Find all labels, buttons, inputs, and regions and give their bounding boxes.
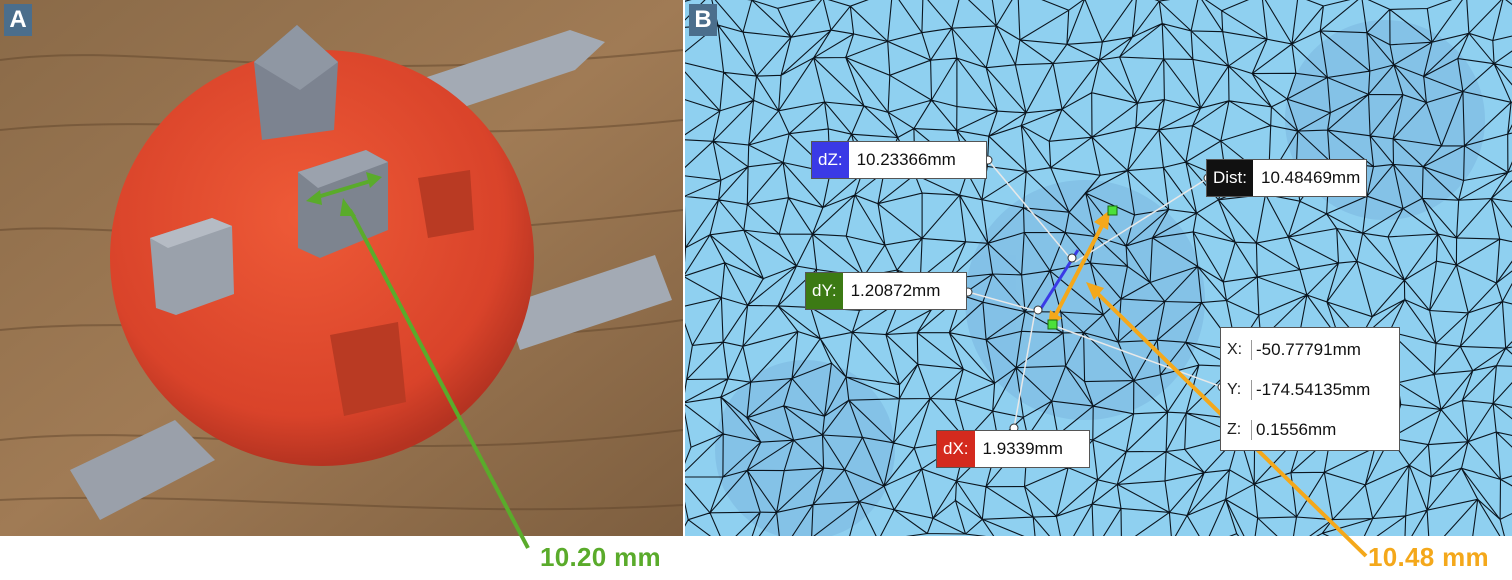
coord-x-value: -50.77791mm	[1251, 340, 1361, 360]
coord-y-key: Y:	[1227, 381, 1242, 398]
dist-value: 10.48469mm	[1261, 168, 1361, 187]
printed-part-photo	[0, 0, 683, 536]
panel-label-a: A	[4, 4, 32, 36]
dist-readout: Dist: 10.48469mm	[1206, 159, 1367, 197]
mesh-view-panel: B	[685, 0, 1512, 536]
coord-x-row: X: -50.77791mm	[1221, 330, 1399, 370]
dist-tag: Dist:	[1207, 160, 1253, 196]
coord-z-row: Z: 0.1556mm	[1221, 410, 1399, 450]
measurement-callout-mesh: 10.48 mm	[1368, 542, 1489, 572]
dz-tag: dZ:	[812, 142, 849, 178]
dy-value: 1.20872mm	[850, 281, 941, 300]
coord-y-row: Y: -174.54135mm	[1221, 370, 1399, 410]
triangle-mesh-view	[685, 0, 1512, 536]
coord-z-value: 0.1556mm	[1251, 420, 1336, 440]
coord-x-key: X:	[1227, 341, 1243, 358]
coord-z-key: Z:	[1227, 421, 1242, 438]
dx-value: 1.9339mm	[982, 439, 1063, 458]
measurement-callout-photo: 10.20 mm	[540, 542, 661, 572]
point-coordinates-readout: X: -50.77791mm Y: -174.54135mm Z: 0.1556…	[1220, 327, 1400, 451]
dx-tag: dX:	[937, 431, 975, 467]
dy-readout: dY: 1.20872mm	[805, 272, 967, 310]
coord-y-value: -174.54135mm	[1251, 380, 1370, 400]
dz-readout: dZ: 10.23366mm	[811, 141, 987, 179]
dx-readout: dX: 1.9339mm	[936, 430, 1090, 468]
photo-panel: A	[0, 0, 683, 536]
dz-value: 10.23366mm	[856, 150, 956, 169]
dy-tag: dY:	[806, 273, 843, 309]
panel-label-b: B	[689, 4, 717, 36]
